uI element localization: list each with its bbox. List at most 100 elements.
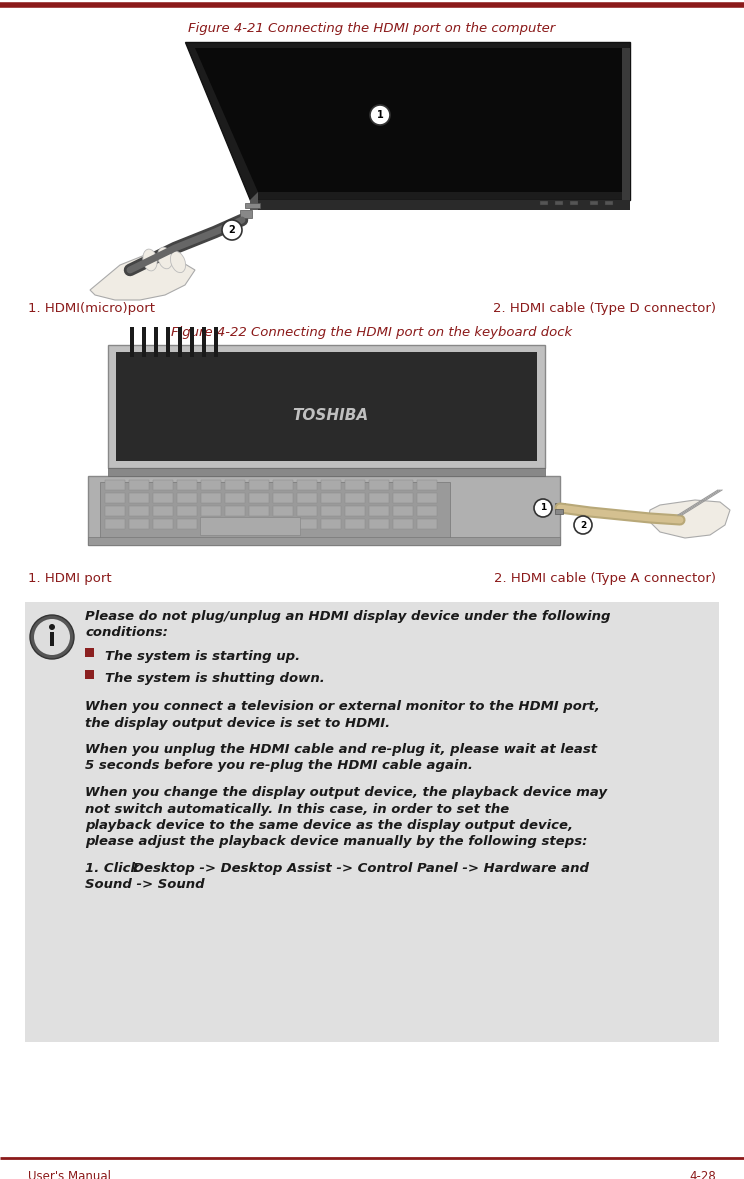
Text: User's Manual: User's Manual <box>28 1170 111 1179</box>
Bar <box>417 480 437 490</box>
Bar <box>105 493 125 503</box>
Polygon shape <box>88 476 560 545</box>
Bar <box>297 506 317 516</box>
Bar <box>225 519 245 529</box>
Text: 1. HDMI port: 1. HDMI port <box>28 572 112 585</box>
Text: conditions:: conditions: <box>85 626 168 639</box>
Text: 4-28: 4-28 <box>689 1170 716 1179</box>
Text: When you unplug the HDMI cable and re-plug it, please wait at least: When you unplug the HDMI cable and re-pl… <box>85 743 597 756</box>
Text: The system is starting up.: The system is starting up. <box>105 650 300 663</box>
Bar <box>321 519 341 529</box>
Bar <box>345 506 365 516</box>
Bar <box>201 480 221 490</box>
Bar <box>590 200 598 205</box>
Bar <box>393 493 413 503</box>
Bar <box>225 493 245 503</box>
Bar <box>605 200 613 205</box>
Bar <box>249 506 269 516</box>
Bar <box>177 480 197 490</box>
Bar <box>142 327 146 357</box>
Bar <box>88 536 560 545</box>
Bar <box>273 506 293 516</box>
Text: 2: 2 <box>228 225 235 235</box>
Text: the display output device is set to HDMI.: the display output device is set to HDMI… <box>85 717 390 730</box>
Circle shape <box>30 615 74 659</box>
Text: not switch automatically. In this case, in order to set the: not switch automatically. In this case, … <box>85 803 509 816</box>
Bar <box>214 327 218 357</box>
Text: .: . <box>177 878 182 891</box>
Polygon shape <box>648 500 730 538</box>
Text: The system is shutting down.: The system is shutting down. <box>105 672 324 685</box>
Bar <box>249 493 269 503</box>
Bar <box>369 506 389 516</box>
Bar <box>393 480 413 490</box>
Text: 1. Click: 1. Click <box>85 862 144 875</box>
Bar <box>240 210 252 218</box>
Bar <box>540 200 548 205</box>
Bar <box>129 506 149 516</box>
Ellipse shape <box>170 251 185 272</box>
Text: 2. HDMI cable (Type A connector): 2. HDMI cable (Type A connector) <box>494 572 716 585</box>
Bar <box>417 506 437 516</box>
Bar <box>50 632 54 646</box>
Bar <box>273 493 293 503</box>
Bar <box>177 493 197 503</box>
Text: When you connect a television or external monitor to the HDMI port,: When you connect a television or externa… <box>85 700 600 713</box>
Bar <box>249 480 269 490</box>
Bar <box>225 480 245 490</box>
Polygon shape <box>100 482 450 538</box>
Text: Desktop -> Desktop Assist -> Control Panel -> Hardware and: Desktop -> Desktop Assist -> Control Pan… <box>133 862 589 875</box>
Bar <box>369 519 389 529</box>
Polygon shape <box>185 42 630 200</box>
Bar <box>201 493 221 503</box>
Text: 5 seconds before you re-plug the HDMI cable again.: 5 seconds before you re-plug the HDMI ca… <box>85 759 473 772</box>
Bar <box>369 493 389 503</box>
Bar <box>177 506 197 516</box>
Bar <box>130 327 134 357</box>
Bar <box>345 519 365 529</box>
Text: please adjust the playback device manually by the following steps:: please adjust the playback device manual… <box>85 836 587 849</box>
Circle shape <box>222 220 242 241</box>
Bar <box>129 480 149 490</box>
Bar <box>321 493 341 503</box>
Bar <box>321 480 341 490</box>
Text: 2. HDMI cable (Type D connector): 2. HDMI cable (Type D connector) <box>493 302 716 315</box>
Text: When you change the display output device, the playback device may: When you change the display output devic… <box>85 786 607 799</box>
Bar <box>297 519 317 529</box>
Polygon shape <box>250 200 630 210</box>
Bar <box>417 519 437 529</box>
Bar <box>85 670 94 679</box>
Text: Please do not plug/unplug an HDMI display device under the following: Please do not plug/unplug an HDMI displa… <box>85 610 611 623</box>
Polygon shape <box>250 192 258 210</box>
Bar <box>393 519 413 529</box>
Bar <box>105 480 125 490</box>
Text: 1: 1 <box>376 110 383 120</box>
Bar <box>345 480 365 490</box>
Bar <box>555 200 563 205</box>
Bar <box>178 327 182 357</box>
Bar <box>153 480 173 490</box>
Bar <box>25 602 719 1042</box>
Bar <box>129 519 149 529</box>
Bar <box>201 519 221 529</box>
Bar <box>245 203 260 208</box>
Bar <box>153 519 173 529</box>
Bar <box>85 648 94 657</box>
Text: Figure 4-21 Connecting the HDMI port on the computer: Figure 4-21 Connecting the HDMI port on … <box>188 22 556 35</box>
Bar <box>129 493 149 503</box>
Text: playback device to the same device as the display output device,: playback device to the same device as th… <box>85 819 573 832</box>
Text: Sound -> Sound: Sound -> Sound <box>85 878 205 891</box>
Polygon shape <box>108 345 545 468</box>
Bar <box>369 480 389 490</box>
Bar <box>154 327 158 357</box>
Bar <box>321 506 341 516</box>
Bar <box>200 518 300 535</box>
Bar <box>202 327 206 357</box>
Text: 1. HDMI(micro)port: 1. HDMI(micro)port <box>28 302 155 315</box>
Ellipse shape <box>158 248 173 269</box>
Bar <box>345 493 365 503</box>
Text: 1: 1 <box>540 503 546 513</box>
Bar <box>166 327 170 357</box>
Circle shape <box>370 105 390 125</box>
Bar <box>297 493 317 503</box>
